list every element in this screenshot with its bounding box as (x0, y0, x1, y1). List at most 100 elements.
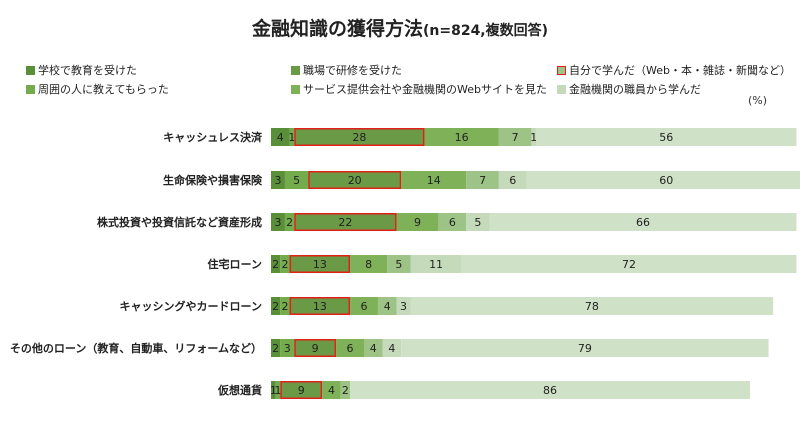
data-label-1-2: 20 (348, 174, 362, 187)
data-label-6-2: 9 (298, 384, 305, 397)
data-label-1-1: 5 (293, 174, 300, 187)
data-label-1-6: 60 (659, 174, 673, 187)
highlight-box-4 (289, 297, 351, 315)
highlight-box-1 (308, 171, 402, 189)
data-label-5-5: 4 (388, 342, 395, 355)
bar-segment-4-6 (410, 297, 774, 315)
data-label-3-3: 8 (365, 258, 372, 271)
bar-segment-1-2 (308, 171, 402, 189)
highlight-box-2 (294, 213, 397, 231)
bar-segment-2-0 (271, 213, 285, 231)
bar-segment-4-0 (271, 297, 281, 315)
data-label-4-3: 6 (361, 300, 368, 313)
bar-row-3: 住宅ローン 2 2 13 8 5 11 72 (208, 255, 797, 273)
bar-segment-5-0 (271, 339, 281, 357)
data-label-6-1: 1 (274, 384, 281, 397)
legend-swatch-self (557, 66, 566, 75)
data-label-0-0: 4 (277, 131, 284, 144)
legend-label-people: 周囲の人に教えてもらった (38, 83, 169, 96)
chart-title-main: 金融知識の獲得方法 (251, 18, 423, 40)
legend-label-work: 職場で研修を受けた (303, 64, 402, 77)
data-label-1-0: 3 (274, 174, 281, 187)
bar-segment-2-3 (396, 213, 439, 231)
bar-segment-4-1 (280, 297, 290, 315)
data-label-5-3: 6 (347, 342, 354, 355)
category-label-1: 生命保険や損害保険 (163, 173, 263, 187)
legend-swatch-school (26, 66, 35, 75)
bar-row-4: キャッシングやカードローン 2 2 13 6 4 3 78 (120, 297, 774, 315)
bar-segment-3-3 (350, 255, 388, 273)
legend-item-staff: 金融機関の職員から学んだ (557, 83, 701, 97)
data-label-4-4: 4 (384, 300, 391, 313)
bar-segment-5-5 (382, 339, 402, 357)
data-label-5-4: 4 (370, 342, 377, 355)
data-label-4-0: 2 (272, 300, 279, 313)
bar-segment-3-5 (410, 255, 462, 273)
unit-label: (%) (747, 94, 767, 107)
data-label-4-1: 2 (281, 300, 288, 313)
bar-segment-6-2 (280, 381, 323, 399)
data-label-4-6: 78 (585, 300, 599, 313)
bar-row-1: 生命保険や損害保険 3 5 20 14 7 6 60 (163, 171, 800, 189)
bar-segment-0-5 (531, 128, 537, 146)
bar-segment-0-6 (536, 128, 797, 146)
data-label-3-6: 72 (622, 258, 636, 271)
bar-segment-0-4 (498, 128, 532, 146)
data-label-5-2: 9 (312, 342, 319, 355)
data-label-2-0: 3 (274, 216, 281, 229)
chart-title: 金融知識の獲得方法(n=824,複数回答) (0, 14, 800, 41)
data-label-4-2: 13 (313, 300, 327, 313)
data-label-6-3: 4 (328, 384, 335, 397)
data-label-5-1: 3 (284, 342, 291, 355)
data-label-3-2: 13 (313, 258, 327, 271)
data-label-0-1: 1 (288, 131, 295, 144)
data-label-5-0: 2 (272, 342, 279, 355)
data-label-0-6: 56 (659, 131, 673, 144)
highlight-box-6 (280, 381, 323, 399)
data-label-2-1: 2 (286, 216, 293, 229)
category-label-6: 仮想通貨 (217, 383, 262, 397)
legend-label-self: 自分で学んだ（Web・本・雑誌・新聞など） (569, 64, 791, 77)
bar-segment-2-4 (438, 213, 467, 231)
data-label-2-3: 9 (414, 216, 421, 229)
chart-subtitle: (n=824,複数回答) (422, 23, 549, 39)
bar-segment-1-5 (498, 171, 527, 189)
bar-row-2: 株式投資や投資信託など資産形成 3 2 22 9 6 5 66 (97, 213, 797, 231)
legend-label-school: 学校で教育を受けた (38, 64, 137, 77)
legend-swatch-staff (557, 85, 566, 94)
bar-segment-0-3 (424, 128, 499, 146)
bar-segment-3-6 (461, 255, 797, 273)
bar-segment-1-0 (271, 171, 285, 189)
bar-segment-2-6 (489, 213, 797, 231)
bar-segment-5-1 (280, 339, 295, 357)
data-label-6-6: 86 (543, 384, 557, 397)
data-label-5-6: 79 (578, 342, 592, 355)
bar-segment-4-3 (350, 297, 378, 315)
bar-segment-5-3 (336, 339, 364, 357)
data-label-1-4: 7 (479, 174, 486, 187)
bar-segment-4-5 (396, 297, 411, 315)
legend-item-web: サービス提供会社や金融機関のWebサイトを見た (291, 83, 547, 97)
category-label-5: その他のローン（教育、自動車、リフォームなど） (10, 341, 262, 355)
bar-segment-6-6 (350, 381, 750, 399)
bar-segment-1-3 (401, 171, 467, 189)
highlight-box-0 (294, 128, 425, 146)
bar-segment-4-2 (289, 297, 351, 315)
bar-row-0: キャッシュレス決済 4 1 28 16 7 1 56 (163, 128, 797, 146)
bar-segment-2-1 (284, 213, 295, 231)
bar-segment-0-2 (294, 128, 425, 146)
bar-segment-0-1 (289, 128, 295, 146)
legend-item-self: 自分で学んだ（Web・本・雑誌・新聞など） (557, 64, 791, 78)
category-label-2: 株式投資や投資信託など資産形成 (97, 215, 262, 229)
legend-swatch-people (26, 85, 35, 94)
data-label-6-0: 1 (270, 384, 277, 397)
category-label-4: キャッシングやカードローン (120, 299, 262, 313)
bar-row-5: その他のローン（教育、自動車、リフォームなど） 2 3 9 6 4 4 79 (10, 339, 769, 357)
data-label-3-1: 2 (281, 258, 288, 271)
legend-swatch-work (291, 66, 300, 75)
data-label-0-5: 1 (530, 131, 537, 144)
bar-segment-2-2 (294, 213, 397, 231)
category-label-3: 住宅ローン (208, 257, 262, 271)
highlight-box-5 (294, 339, 337, 357)
